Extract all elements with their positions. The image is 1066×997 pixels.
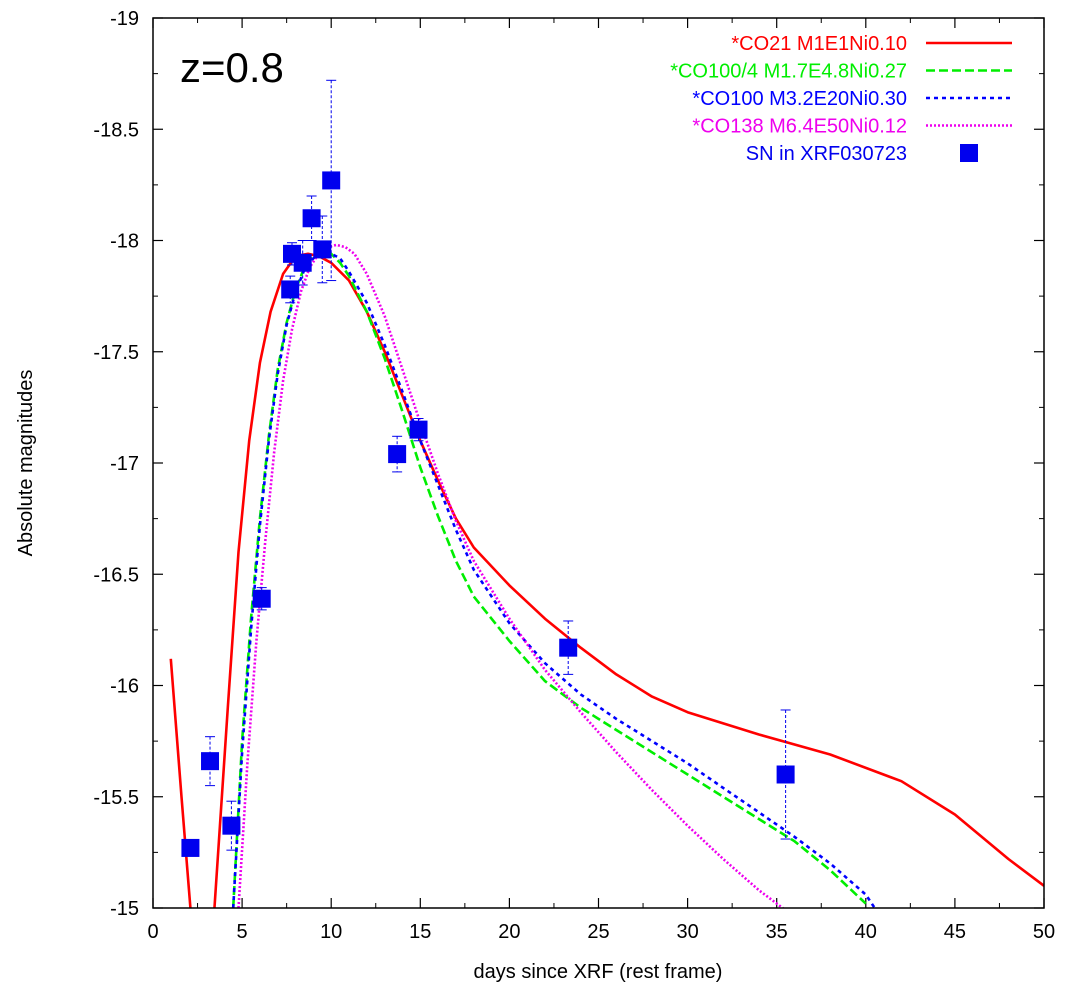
x-tick-label: 35 bbox=[766, 921, 788, 943]
observation-marker bbox=[201, 752, 220, 771]
observation-marker bbox=[776, 765, 795, 784]
y-tick-label: -18.5 bbox=[93, 119, 139, 141]
legend-label: *CO100/4 M1.7E4.8Ni0.27 bbox=[670, 61, 907, 83]
observation-marker bbox=[409, 420, 428, 439]
legend-label: *CO138 M6.4E50Ni0.12 bbox=[692, 116, 907, 138]
x-tick-label: 15 bbox=[409, 921, 431, 943]
x-tick-label: 30 bbox=[676, 921, 698, 943]
y-axis-label: Absolute magnitudes bbox=[15, 370, 37, 557]
x-tick-label: 40 bbox=[855, 921, 877, 943]
observation-marker bbox=[302, 209, 321, 228]
observation-marker bbox=[388, 445, 407, 464]
y-tick-label: -15 bbox=[110, 898, 139, 920]
series-line-1 bbox=[169, 252, 1044, 908]
series-line-3 bbox=[231, 252, 876, 908]
observation-marker bbox=[293, 253, 312, 272]
legend-label: *CO21 M1E1Ni0.10 bbox=[731, 33, 907, 55]
legend-entry: *CO138 M6.4E50Ni0.12 bbox=[692, 116, 1012, 138]
legend-entry: *CO21 M1E1Ni0.10 bbox=[731, 33, 1012, 55]
x-tick-label: 20 bbox=[498, 921, 520, 943]
series-line-4 bbox=[237, 243, 785, 908]
observation-point bbox=[181, 838, 200, 857]
observation-point bbox=[252, 587, 271, 611]
observation-marker bbox=[313, 240, 332, 259]
observation-marker bbox=[559, 638, 578, 657]
y-tick-label: -19 bbox=[110, 8, 139, 30]
y-tick-labels: -15 -15.5 -16 -16.5 -17 -17.5 -18 -18.5 -19 bbox=[93, 8, 139, 920]
y-tick-label: -17 bbox=[110, 453, 139, 475]
observation-point bbox=[322, 79, 341, 282]
observation-marker bbox=[281, 280, 300, 299]
observation-marker bbox=[222, 816, 241, 835]
observation-point bbox=[388, 435, 407, 473]
legend-marker bbox=[960, 144, 978, 162]
observation-point bbox=[313, 215, 332, 284]
observation-points bbox=[181, 79, 795, 857]
legend-entry: *CO100 M3.2E20Ni0.30 bbox=[692, 88, 1012, 110]
x-tick-label: 25 bbox=[587, 921, 609, 943]
legend: *CO21 M1E1Ni0.10 *CO100/4 M1.7E4.8Ni0.27 *… bbox=[670, 33, 1012, 165]
legend-entry: *CO100/4 M1.7E4.8Ni0.27 bbox=[670, 61, 1012, 83]
model-curves bbox=[169, 243, 1044, 908]
redshift-annotation: z=0.8 bbox=[180, 44, 284, 91]
y-tick-label: -18 bbox=[110, 231, 139, 253]
observation-point bbox=[409, 418, 428, 442]
y-tick-label: -16.5 bbox=[93, 564, 139, 586]
observation-marker bbox=[322, 171, 341, 190]
y-tick-label: -17.5 bbox=[93, 342, 139, 364]
x-tick-label: 50 bbox=[1033, 921, 1055, 943]
y-tick-label: -16 bbox=[110, 676, 139, 698]
x-tick-labels: 0 5 10 15 20 25 30 35 40 45 50 bbox=[147, 921, 1055, 943]
observation-marker bbox=[181, 838, 200, 857]
y-tick-label: -15.5 bbox=[93, 787, 139, 809]
x-tick-label: 45 bbox=[944, 921, 966, 943]
observation-point bbox=[302, 195, 321, 241]
x-tick-label: 0 bbox=[147, 921, 158, 943]
legend-entry: SN in XRF030723 bbox=[746, 143, 978, 165]
observation-marker bbox=[252, 589, 271, 608]
observation-point bbox=[559, 620, 578, 675]
observation-point bbox=[281, 275, 300, 304]
axis-ticks bbox=[152, 17, 1045, 909]
x-tick-label: 10 bbox=[320, 921, 342, 943]
plot-frame bbox=[152, 17, 1045, 909]
observation-point bbox=[201, 736, 220, 787]
observation-point bbox=[293, 240, 312, 286]
x-axis-label: days since XRF (rest frame) bbox=[474, 961, 723, 983]
x-tick-label: 5 bbox=[237, 921, 248, 943]
observation-point bbox=[776, 709, 795, 840]
legend-label: *CO100 M3.2E20Ni0.30 bbox=[692, 88, 907, 110]
observation-point bbox=[222, 800, 241, 851]
series-line-2 bbox=[231, 250, 867, 908]
legend-label: SN in XRF030723 bbox=[746, 143, 907, 165]
